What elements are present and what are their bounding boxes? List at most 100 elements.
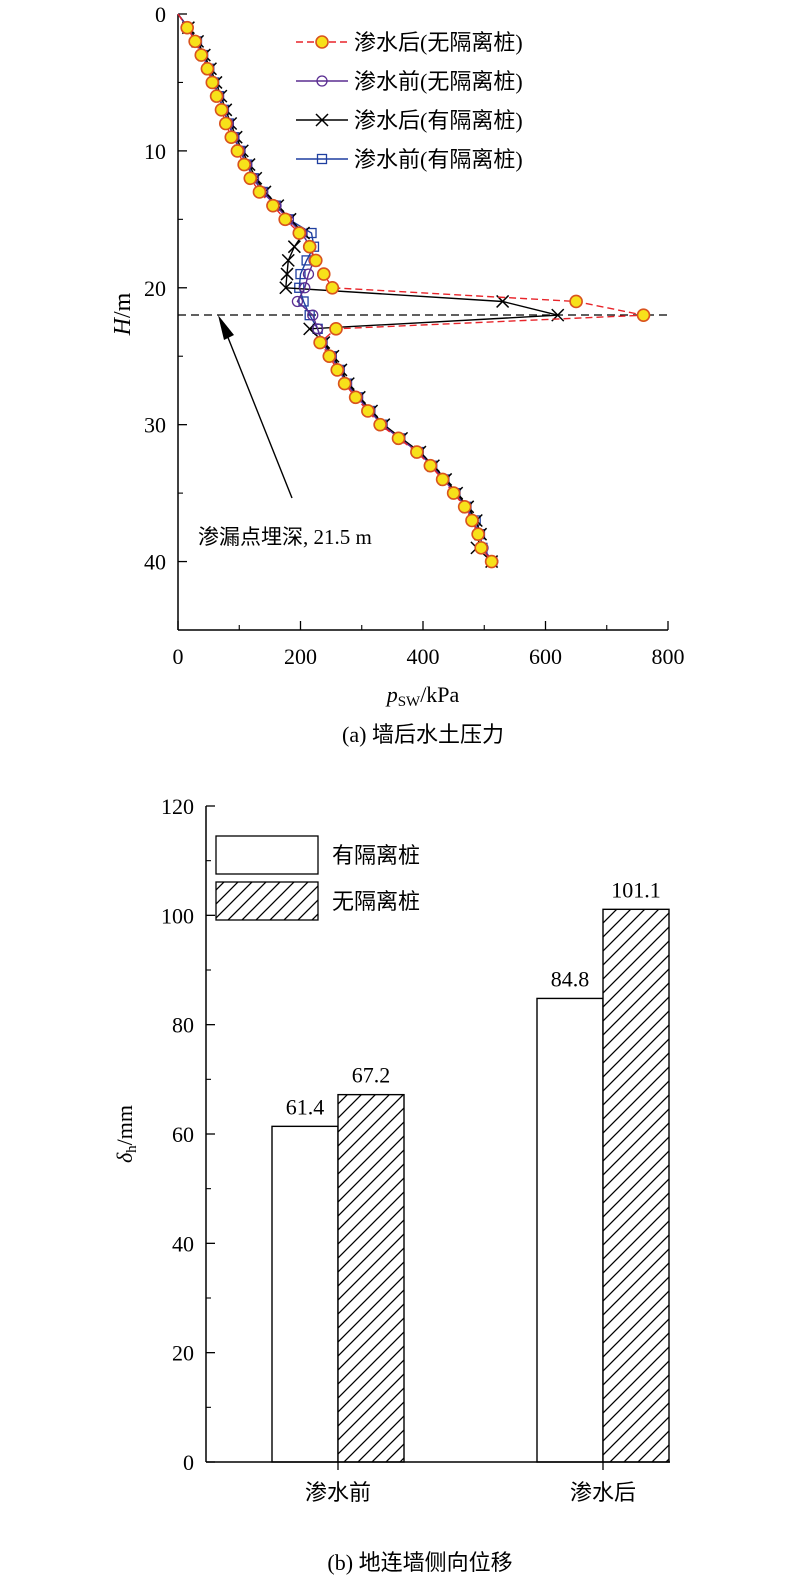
y-tick-label-b: 80 xyxy=(172,1013,194,1038)
legend-label: 渗水前(无隔离桩) xyxy=(354,69,523,94)
legend-label: 有隔离桩 xyxy=(332,843,420,868)
y-tick-label-b: 40 xyxy=(172,1231,194,1256)
data-point xyxy=(391,431,406,446)
data-point xyxy=(214,103,229,117)
bar-value-label: 84.8 xyxy=(551,966,590,991)
data-point xyxy=(205,75,220,90)
data-point xyxy=(465,513,479,528)
data-point xyxy=(299,282,311,294)
pressure-chart: 0 200 400 600 800 0 10 20 30 40 渗水后(无隔离桩) 渗水前(无隔离… xyxy=(110,2,685,747)
x-tick-label-a: 400 xyxy=(407,644,440,669)
data-point xyxy=(311,323,324,335)
data-point xyxy=(322,349,337,364)
data-point xyxy=(330,363,345,377)
data-point xyxy=(298,296,309,307)
data-point xyxy=(230,144,245,158)
y-axis-label-b: δh/mm xyxy=(112,1105,140,1163)
data-point xyxy=(180,20,194,35)
data-point xyxy=(373,417,387,432)
data-point xyxy=(302,268,315,280)
data-point xyxy=(295,268,306,280)
x-axis-label-a: pSW/kPa xyxy=(385,682,460,710)
seepage-annotation: 渗漏点埋深, 21.5 m xyxy=(198,315,372,549)
y-tick-label-b: 20 xyxy=(172,1341,194,1366)
legend-label: 渗水前(有隔离桩) xyxy=(354,147,523,172)
y-tick-label-a: 20 xyxy=(144,276,166,301)
data-point xyxy=(287,240,301,254)
annotation-arrowhead xyxy=(218,315,234,340)
category-label: 渗水前 xyxy=(305,1480,371,1505)
x-tick-label-a: 0 xyxy=(173,644,184,669)
y-tick-label-a: 0 xyxy=(155,2,166,27)
data-point xyxy=(291,295,304,308)
data-point xyxy=(423,458,438,473)
series-3 xyxy=(177,13,565,569)
y-tick-label-b: 100 xyxy=(161,903,194,928)
x-tick-label-a: 600 xyxy=(529,644,562,669)
legend-label: 渗水后(有隔离桩) xyxy=(354,108,523,133)
data-point xyxy=(281,253,295,267)
data-point xyxy=(200,61,215,76)
data-point xyxy=(315,35,329,49)
data-point xyxy=(569,294,583,309)
legend-label: 无隔离桩 xyxy=(332,889,420,914)
data-point xyxy=(315,113,329,127)
legend-swatch xyxy=(215,881,319,921)
bar-value-label: 67.2 xyxy=(352,1063,391,1088)
bar xyxy=(602,908,670,1463)
data-point xyxy=(237,157,251,172)
data-point xyxy=(188,34,202,49)
category-label: 渗水后 xyxy=(570,1480,636,1505)
data-point xyxy=(316,153,328,165)
displacement-chart: 61.4 84.8 67.2 101.1 0 20 40 60 80 100 120 渗水前 渗水后… xyxy=(112,794,670,1575)
legend-label: 渗水后(无隔离桩) xyxy=(354,30,523,55)
data-point xyxy=(348,390,363,405)
series-1 xyxy=(177,13,651,569)
data-point xyxy=(309,253,323,268)
data-point xyxy=(435,472,450,487)
data-point xyxy=(636,308,651,322)
caption-a: (a) 墙后水土压力 xyxy=(342,722,504,747)
series-line xyxy=(177,13,644,563)
data-point xyxy=(292,226,307,240)
series-line xyxy=(177,13,558,563)
data-point xyxy=(410,445,424,459)
data-point xyxy=(302,239,317,254)
data-point xyxy=(446,486,461,500)
bar-value-label: 61.4 xyxy=(286,1094,325,1119)
data-point xyxy=(252,185,267,199)
caption-b: (b) 地连墙侧向位移 xyxy=(327,1550,512,1575)
data-point xyxy=(224,130,239,144)
bar xyxy=(271,1125,339,1463)
y-tick-label-a: 30 xyxy=(144,413,166,438)
bar xyxy=(536,997,604,1463)
data-point xyxy=(209,89,224,103)
y-tick-label-b: 0 xyxy=(183,1450,194,1475)
data-point xyxy=(316,75,328,87)
x-tick-label-a: 800 xyxy=(652,644,685,669)
legend-swatch xyxy=(215,835,319,875)
y-axis-label-a: H/m xyxy=(110,292,136,336)
legend-a: 渗水后(无隔离桩) 渗水前(无隔离桩) 渗水后(有隔离桩) 渗水前(有隔离桩) xyxy=(296,30,523,172)
data-point xyxy=(218,116,233,131)
data-point xyxy=(280,267,294,281)
data-point xyxy=(313,335,327,350)
data-point xyxy=(457,499,472,514)
data-point xyxy=(316,267,331,281)
y-tick-label-a: 10 xyxy=(144,139,166,164)
data-point xyxy=(484,554,499,569)
data-point xyxy=(329,322,343,336)
data-point xyxy=(474,541,488,555)
data-point xyxy=(194,48,209,62)
data-point xyxy=(279,281,293,295)
data-point xyxy=(361,404,375,418)
y-tick-label-b: 120 xyxy=(161,794,194,819)
annotation-arrow xyxy=(224,329,293,499)
data-point xyxy=(325,280,340,295)
bar xyxy=(337,1093,405,1463)
x-tick-label-a: 200 xyxy=(284,644,317,669)
bar-value-label: 101.1 xyxy=(611,877,661,902)
data-point xyxy=(243,171,258,186)
